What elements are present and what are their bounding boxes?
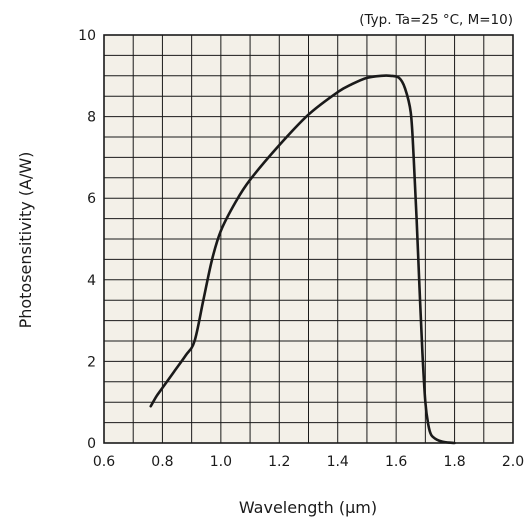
y-tick-label: 2 <box>87 354 96 370</box>
y-tick-label: 0 <box>87 436 96 452</box>
y-tick-label: 6 <box>87 191 96 207</box>
x-tick-label: 1.8 <box>443 454 465 470</box>
x-axis-title: Wavelength (µm) <box>239 498 377 517</box>
series-line <box>149 74 456 445</box>
y-axis-ticks: 0 2 4 6 8 10 <box>78 28 96 452</box>
x-tick-label: 1.6 <box>385 454 407 470</box>
grid <box>104 35 513 443</box>
x-tick-label: 2.0 <box>502 454 524 470</box>
x-tick-label: 1.0 <box>210 454 232 470</box>
y-axis-title: Photosensitivity (A/W) <box>16 152 35 329</box>
x-tick-label: 1.4 <box>327 454 349 470</box>
y-tick-label: 8 <box>87 110 96 126</box>
conditions-annotation: (Typ. Ta=25 °C, M=10) <box>359 12 513 28</box>
x-tick-label: 0.8 <box>151 454 173 470</box>
x-tick-label: 1.2 <box>268 454 290 470</box>
y-tick-label: 4 <box>87 273 96 289</box>
x-axis-ticks: 0.6 0.8 1.0 1.2 1.4 1.6 1.8 2.0 <box>93 454 524 470</box>
x-tick-label: 0.6 <box>93 454 115 470</box>
y-tick-label: 10 <box>78 28 96 44</box>
plot-frame <box>103 34 514 444</box>
